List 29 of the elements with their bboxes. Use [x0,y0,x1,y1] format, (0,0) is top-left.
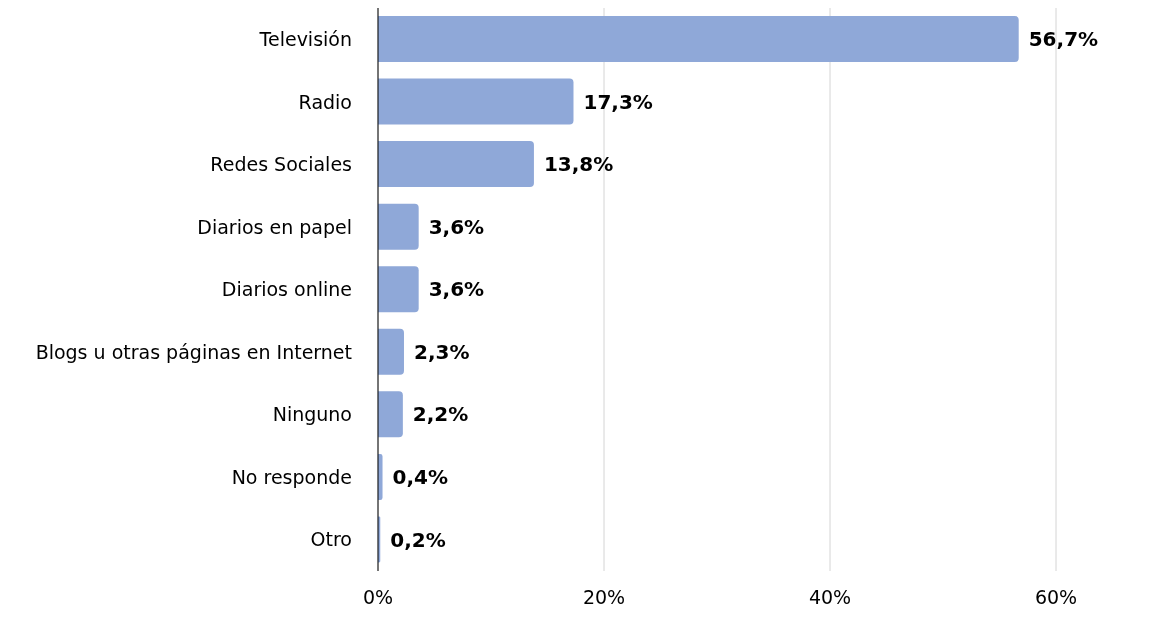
x-tick-label: 40% [808,586,852,609]
y-tick-label: Diarios en papel [197,215,352,238]
bar [378,391,403,438]
bar [378,78,574,125]
data-label: 3,6% [428,214,485,239]
y-tick-label: Redes Sociales [210,153,352,176]
data-label: 2,2% [412,402,469,427]
y-tick-label: Diarios online [221,278,352,301]
data-label: 0,4% [392,464,448,489]
y-tick-label: Radio [298,90,352,113]
data-label: 3,6% [428,277,485,302]
y-tick-label: Ninguno [272,403,352,426]
bar [378,328,404,375]
data-label: 56,7% [1028,27,1099,52]
y-tick-label: Blogs u otras páginas en Internet [35,340,352,363]
y-tick-label: Televisión [258,28,352,51]
y-tick-label: No responde [231,465,352,488]
bar [378,16,1019,62]
data-label: 0,2% [390,527,446,552]
data-label: 17,3% [583,89,653,114]
data-label: 2,3% [413,339,470,364]
bar [378,203,419,250]
bar [378,141,534,188]
x-tick-label: 20% [582,586,626,609]
bar [378,266,419,313]
x-tick-label: 60% [1034,586,1078,609]
y-tick-label: Otro [310,528,352,551]
x-tick-label: 0% [362,586,394,609]
data-label: 13,8% [543,152,614,177]
